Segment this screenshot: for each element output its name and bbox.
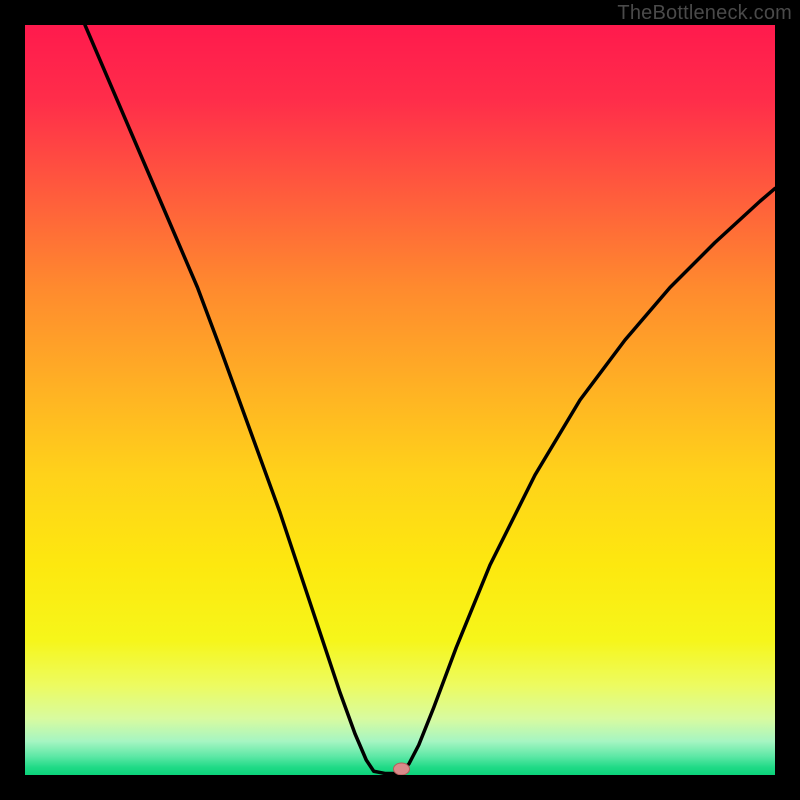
chart-frame: TheBottleneck.com — [0, 0, 800, 800]
gradient-background — [25, 25, 775, 775]
watermark-text: TheBottleneck.com — [617, 2, 792, 25]
plot-svg — [25, 25, 775, 775]
plot-area — [25, 25, 775, 775]
optimal-marker — [394, 763, 410, 775]
